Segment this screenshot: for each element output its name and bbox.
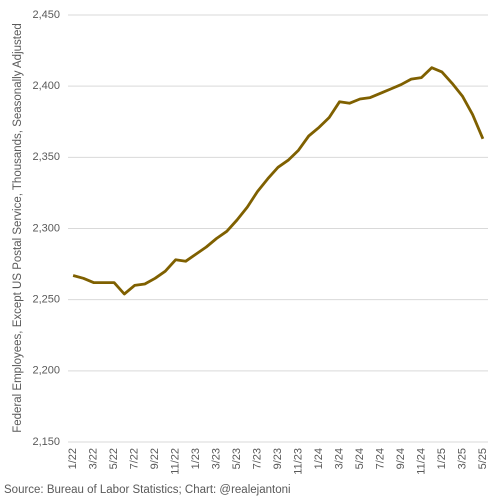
- x-tick-label: 5/23: [231, 448, 243, 469]
- y-tick-label: 2,250: [32, 294, 60, 306]
- x-tick-label: 7/23: [251, 448, 263, 469]
- x-tick-label: 1/22: [67, 448, 79, 469]
- x-tick-label: 5/24: [354, 448, 366, 469]
- x-tick-label: 3/23: [210, 448, 222, 469]
- x-tick-label: 7/24: [374, 448, 386, 469]
- source: Source: Bureau of Labor Statistics; Char…: [4, 484, 291, 496]
- y-tick-label: 2,450: [32, 9, 60, 21]
- x-tick-label: 9/23: [272, 448, 284, 469]
- x-tick-label: 3/22: [88, 448, 100, 469]
- x-tick-label: 5/25: [477, 448, 489, 469]
- x-tick-label: 1/24: [313, 448, 325, 469]
- y-tick-label: 2,400: [32, 80, 60, 92]
- y-tick-label: 2,150: [32, 436, 60, 448]
- x-tick-label: 9/22: [149, 448, 161, 469]
- y-axis-label: Federal Employees, Except US Postal Serv…: [12, 23, 24, 433]
- x-tick-label: 11/24: [415, 448, 427, 475]
- x-tick-label: 1/23: [190, 448, 202, 469]
- x-tick-label: 7/22: [128, 448, 140, 469]
- x-tick-label: 11/23: [292, 448, 304, 475]
- x-tick-label: 11/22: [169, 448, 181, 475]
- y-tick-label: 2,200: [32, 365, 60, 377]
- x-tick-label: 9/24: [395, 448, 407, 469]
- x-tick-label: 3/25: [456, 448, 468, 469]
- y-tick-label: 2,350: [32, 151, 60, 163]
- x-tick-label: 1/25: [436, 448, 448, 469]
- x-tick-label: 5/22: [108, 448, 120, 469]
- x-tick-label: 3/24: [333, 448, 345, 469]
- y-tick-label: 2,300: [32, 222, 60, 234]
- data-line: [72, 66, 485, 296]
